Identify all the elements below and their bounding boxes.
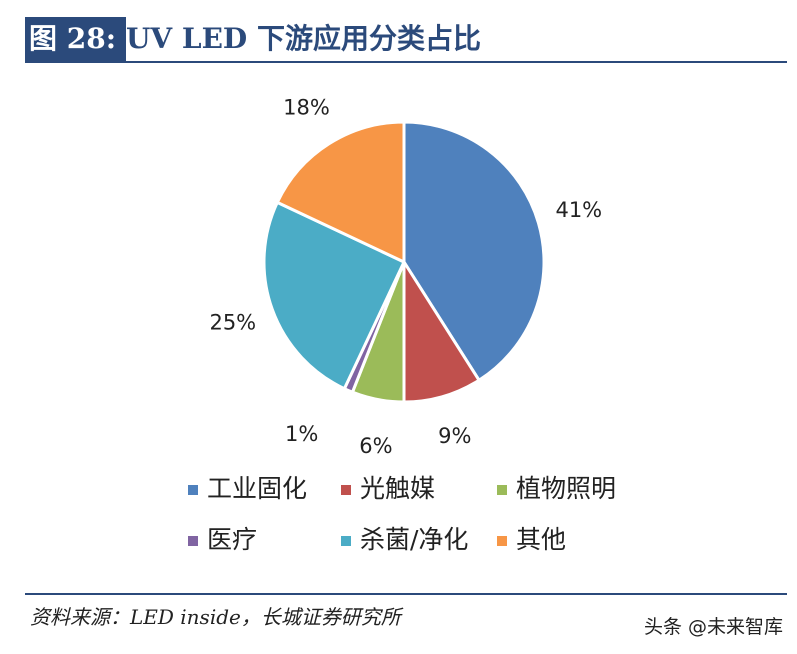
figure-header: 图 28: UV LED 下游应用分类占比 — [25, 17, 787, 63]
pie-value-label-2: 6% — [359, 434, 392, 458]
pie-value-labels: 41% 9% 6% 1% 25% 18% — [209, 95, 602, 458]
pie-slice-4 — [262, 200, 406, 391]
legend-label-3: 医疗 — [207, 525, 257, 554]
pie-value-label-3: 1% — [285, 422, 318, 446]
legend-label-5: 其他 — [516, 525, 566, 554]
legend-label-1: 光触媒 — [360, 474, 435, 503]
legend-swatch-1 — [341, 485, 351, 495]
header-rule — [25, 61, 787, 63]
footer-rule — [25, 593, 787, 595]
pie-value-label-0: 41% — [555, 198, 602, 222]
legend-swatch-4 — [341, 536, 351, 546]
legend-swatch-0 — [188, 485, 198, 495]
pie-slice-1 — [402, 260, 481, 404]
legend-swatch-2 — [497, 485, 507, 495]
watermark: 头条 @未来智库 — [643, 616, 783, 638]
legend-label-0: 工业固化 — [207, 474, 307, 503]
source-note: 资料来源：LED inside，长城证券研究所 — [30, 605, 401, 629]
figure-label: 图 28: — [25, 17, 126, 61]
legend-swatch-3 — [188, 536, 198, 546]
legend-swatch-5 — [497, 536, 507, 546]
pie-slice-5 — [275, 120, 406, 264]
pie-slices — [262, 120, 546, 404]
legend-label-4: 杀菌/净化 — [360, 525, 468, 554]
pie-value-label-4: 25% — [209, 311, 256, 335]
pie-value-label-1: 9% — [438, 424, 471, 448]
pie-value-label-5: 18% — [283, 95, 330, 119]
figure-title: UV LED 下游应用分类占比 — [126, 22, 481, 55]
legend-label-2: 植物照明 — [516, 474, 616, 503]
